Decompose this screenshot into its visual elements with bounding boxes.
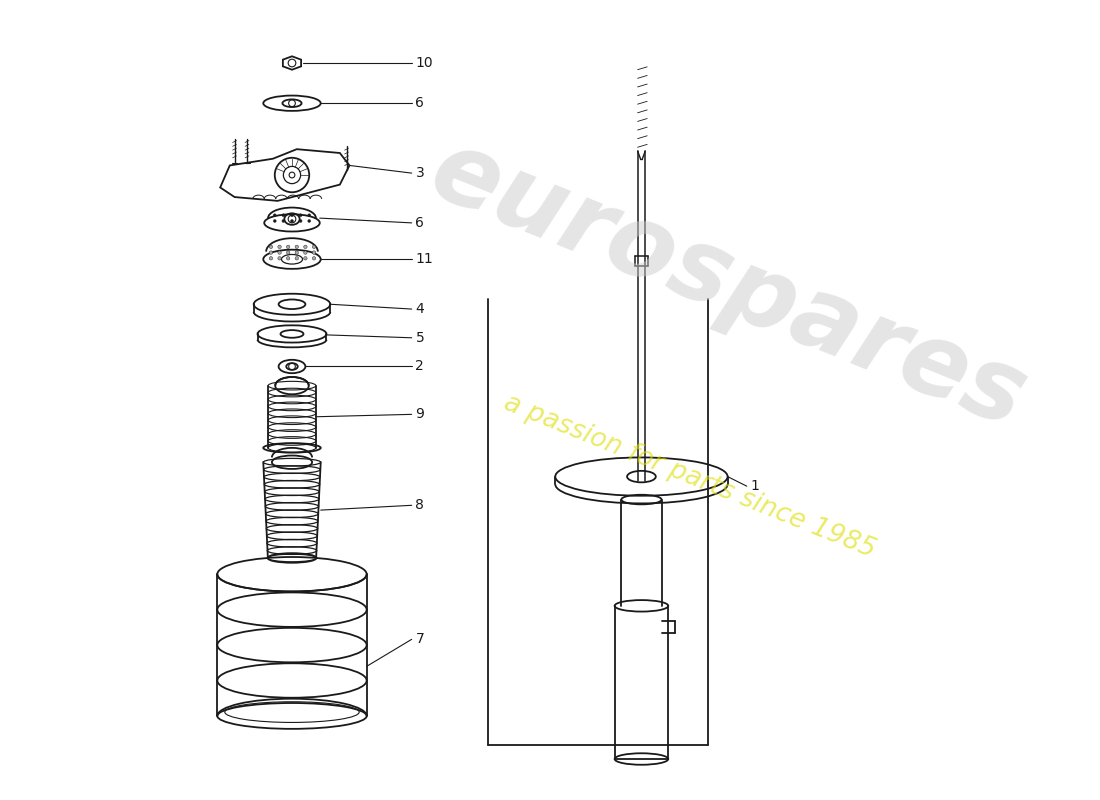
Circle shape [273, 214, 276, 217]
Text: 10: 10 [416, 56, 433, 70]
Circle shape [278, 257, 282, 260]
Circle shape [273, 219, 276, 222]
Text: 1: 1 [750, 479, 759, 493]
Text: eurospares: eurospares [416, 122, 1040, 449]
Circle shape [308, 219, 310, 222]
Circle shape [290, 219, 294, 222]
Text: 4: 4 [416, 302, 425, 316]
Circle shape [286, 245, 290, 249]
Text: 9: 9 [416, 407, 425, 422]
Circle shape [278, 245, 282, 249]
Text: 3: 3 [416, 166, 425, 180]
Text: 6: 6 [416, 96, 425, 110]
Circle shape [304, 245, 307, 249]
Circle shape [286, 257, 290, 260]
Text: 6: 6 [416, 216, 425, 230]
Circle shape [295, 245, 298, 249]
Circle shape [290, 214, 294, 217]
Circle shape [312, 251, 316, 254]
Circle shape [270, 245, 273, 249]
Circle shape [295, 251, 298, 254]
Circle shape [270, 257, 273, 260]
Text: 2: 2 [416, 359, 425, 374]
Circle shape [295, 257, 298, 260]
Text: 7: 7 [416, 632, 425, 646]
Circle shape [282, 214, 285, 217]
Circle shape [304, 251, 307, 254]
Circle shape [286, 251, 290, 254]
Circle shape [304, 257, 307, 260]
Circle shape [299, 219, 303, 222]
Text: 8: 8 [416, 498, 425, 512]
Circle shape [270, 251, 273, 254]
Circle shape [308, 214, 310, 217]
Circle shape [282, 219, 285, 222]
Circle shape [312, 257, 316, 260]
Circle shape [299, 214, 303, 217]
Circle shape [312, 245, 316, 249]
Text: a passion for parts since 1985: a passion for parts since 1985 [499, 390, 879, 563]
Circle shape [278, 251, 282, 254]
Text: 11: 11 [416, 252, 433, 266]
Text: 5: 5 [416, 330, 425, 345]
